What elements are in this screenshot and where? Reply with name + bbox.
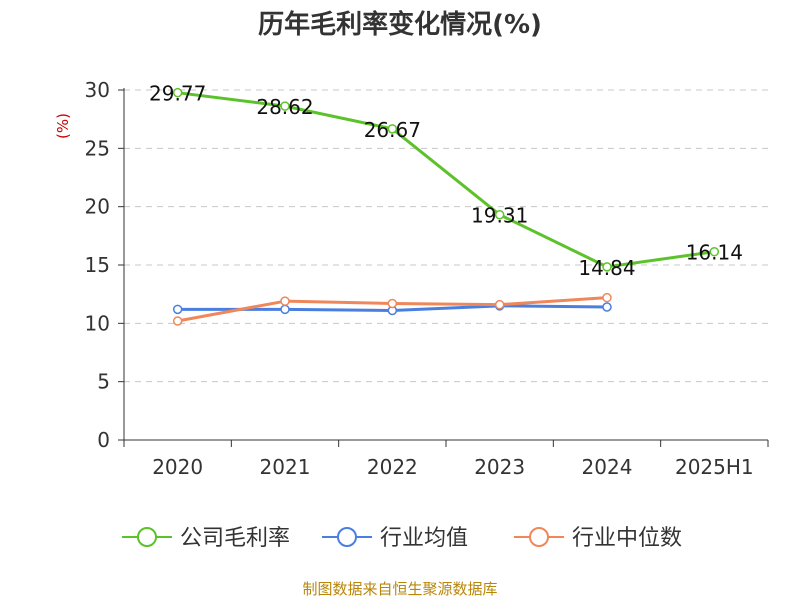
legend[interactable]: 公司毛利率 行业均值 行业中位数: [122, 526, 682, 551]
legend-marker-icon: [337, 527, 357, 547]
y-tick-labels: 0 5 10 15 20 25 30: [85, 78, 110, 452]
legend-marker-icon: [529, 527, 549, 547]
data-point: [602, 302, 612, 312]
data-label: 14.84: [578, 256, 635, 280]
x-tick-label: 2022: [367, 455, 418, 479]
y-tick-label: 25: [85, 136, 110, 160]
data-label: 26.67: [364, 118, 421, 142]
x-tick-labels: 2020 2021 2022 2023 2024 2025H1: [152, 455, 753, 479]
legend-item[interactable]: 行业中位数: [514, 526, 682, 551]
data-point: [280, 304, 290, 315]
legend-marker-icon: [137, 527, 157, 547]
legend-item[interactable]: 行业均值: [322, 526, 468, 551]
x-tick-label: 2024: [582, 455, 633, 479]
y-tick-label: 30: [85, 78, 110, 102]
legend-label: 公司毛利率: [180, 526, 290, 551]
data-label: 29.77: [149, 82, 206, 106]
x-tick-label: 2023: [474, 455, 525, 479]
y-tick-label: 5: [97, 370, 110, 394]
data-point: [709, 246, 720, 257]
axes: [118, 88, 769, 447]
source-note: 制图数据来自恒生聚源数据库: [302, 580, 497, 598]
x-tick-label: 2021: [260, 455, 311, 479]
data-point: [494, 209, 505, 220]
data-point: [602, 292, 612, 303]
data-point: [387, 298, 398, 309]
data-point: [280, 296, 290, 306]
x-tick-label: 2020: [152, 455, 203, 479]
y-tick-label: 15: [85, 253, 110, 277]
y-axis-unit: (%): [54, 113, 72, 139]
chart-title: 历年毛利率变化情况(%): [258, 9, 542, 40]
legend-label: 行业中位数: [572, 526, 682, 551]
data-point: [387, 124, 398, 134]
data-point: [280, 101, 290, 111]
data-label: 16.14: [686, 241, 743, 265]
data-point: [602, 262, 612, 272]
data-point: [172, 304, 183, 315]
y-tick-label: 20: [85, 195, 110, 219]
legend-label: 行业均值: [380, 526, 468, 551]
series-group: [172, 87, 720, 326]
series-line: [177, 91, 715, 269]
data-label: 28.62: [256, 95, 313, 119]
data-labels: 29.77 28.62 26.67 19.31 14.84 16.14: [149, 82, 743, 280]
data-point: [172, 87, 183, 98]
x-tick-label: 2025H1: [675, 455, 754, 479]
grid-lines: [124, 89, 768, 383]
data-label: 19.31: [471, 204, 528, 228]
data-point: [494, 299, 505, 310]
y-tick-label: 0: [97, 428, 110, 452]
legend-item[interactable]: 公司毛利率: [122, 526, 290, 551]
y-tick-label: 10: [85, 311, 110, 335]
data-point: [172, 316, 183, 326]
